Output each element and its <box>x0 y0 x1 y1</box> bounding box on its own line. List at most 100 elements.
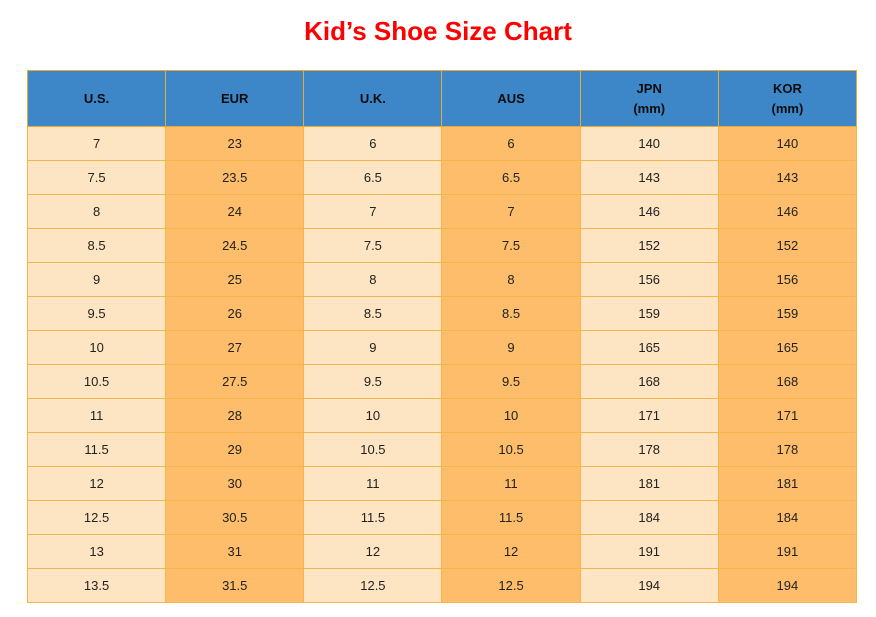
size-cell-uk: 9 <box>303 330 443 365</box>
size-cell-uk: 9.5 <box>303 364 443 399</box>
size-cell-kor: 159 <box>717 296 858 331</box>
size-cell-eur: 30.5 <box>165 500 305 535</box>
size-cell-aus: 7.5 <box>441 228 581 263</box>
size-cell-kor: 194 <box>717 568 858 603</box>
table-row: 11.5 29 10.5 10.5 178 178 <box>26 432 858 467</box>
size-cell-jpn: 143 <box>579 160 719 195</box>
size-cell-aus: 11 <box>441 466 581 501</box>
size-cell-us: 9.5 <box>26 296 167 331</box>
column-header-label: U.S. <box>83 90 110 106</box>
size-cell-kor: 178 <box>717 432 858 467</box>
size-cell-uk: 8 <box>303 262 443 297</box>
column-header-uk: U.K. <box>303 70 443 127</box>
chart-title: Kid’s Shoe Size Chart <box>304 16 572 46</box>
column-header-eur: EUR <box>165 70 305 127</box>
size-cell-us: 10.5 <box>26 364 167 399</box>
size-cell-us: 8 <box>26 194 167 229</box>
size-cell-kor: 152 <box>717 228 858 263</box>
size-cell-us: 7.5 <box>26 160 167 195</box>
size-cell-eur: 31 <box>165 534 305 569</box>
size-cell-uk: 7 <box>303 194 443 229</box>
size-cell-jpn: 152 <box>579 228 719 263</box>
size-chart-table: U.S. EUR U.K. AUS JPN (mm) KOR (mm) 7 23 6 6 140 140… <box>26 70 858 603</box>
size-cell-aus: 10 <box>441 398 581 433</box>
size-cell-eur: 24.5 <box>165 228 305 263</box>
column-header-jpn: JPN (mm) <box>579 70 719 127</box>
column-header-us: U.S. <box>26 70 167 127</box>
size-cell-jpn: 156 <box>579 262 719 297</box>
size-cell-aus: 7 <box>441 194 581 229</box>
table-row: 10 27 9 9 165 165 <box>26 330 858 365</box>
size-cell-jpn: 165 <box>579 330 719 365</box>
size-cell-us: 8.5 <box>26 228 167 263</box>
size-cell-jpn: 178 <box>579 432 719 467</box>
table-row: 12 30 11 11 181 181 <box>26 466 858 501</box>
column-header-label: U.K. <box>359 90 386 106</box>
column-header-kor: KOR (mm) <box>717 70 858 127</box>
size-cell-us: 7 <box>26 126 167 161</box>
size-cell-us: 11.5 <box>26 432 167 467</box>
size-cell-eur: 29 <box>165 432 305 467</box>
size-cell-eur: 24 <box>165 194 305 229</box>
size-cell-kor: 191 <box>717 534 858 569</box>
column-header-label: AUS <box>497 90 525 106</box>
column-header-label: EUR <box>221 90 249 106</box>
size-cell-kor: 143 <box>717 160 858 195</box>
table-row: 12.5 30.5 11.5 11.5 184 184 <box>26 500 858 535</box>
size-cell-uk: 8.5 <box>303 296 443 331</box>
size-cell-aus: 9.5 <box>441 364 581 399</box>
size-cell-aus: 9 <box>441 330 581 365</box>
size-cell-kor: 146 <box>717 194 858 229</box>
column-header-label: JPN <box>636 80 662 96</box>
size-cell-jpn: 184 <box>579 500 719 535</box>
size-cell-kor: 181 <box>717 466 858 501</box>
size-cell-jpn: 168 <box>579 364 719 399</box>
size-cell-uk: 7.5 <box>303 228 443 263</box>
size-cell-uk: 10 <box>303 398 443 433</box>
table-row: 7.5 23.5 6.5 6.5 143 143 <box>26 160 858 195</box>
size-cell-kor: 171 <box>717 398 858 433</box>
size-cell-eur: 26 <box>165 296 305 331</box>
table-body: 7 23 6 6 140 140 7.5 23.5 6.5 6.5 143 143 8 24 7 7 146 14… <box>26 126 858 603</box>
size-cell-uk: 6 <box>303 126 443 161</box>
column-header-unit: (mm) <box>771 100 804 116</box>
size-cell-us: 12.5 <box>26 500 167 535</box>
size-cell-us: 12 <box>26 466 167 501</box>
size-cell-eur: 23.5 <box>165 160 305 195</box>
column-header-unit: (mm) <box>633 100 666 116</box>
size-cell-jpn: 140 <box>579 126 719 161</box>
size-cell-eur: 25 <box>165 262 305 297</box>
size-cell-uk: 11.5 <box>303 500 443 535</box>
size-cell-eur: 30 <box>165 466 305 501</box>
size-cell-jpn: 181 <box>579 466 719 501</box>
size-cell-jpn: 146 <box>579 194 719 229</box>
size-cell-eur: 27.5 <box>165 364 305 399</box>
size-cell-uk: 12 <box>303 534 443 569</box>
size-cell-aus: 11.5 <box>441 500 581 535</box>
size-cell-eur: 23 <box>165 126 305 161</box>
column-header-aus: AUS <box>441 70 581 127</box>
size-cell-jpn: 171 <box>579 398 719 433</box>
size-cell-eur: 28 <box>165 398 305 433</box>
size-cell-aus: 8.5 <box>441 296 581 331</box>
size-cell-aus: 6.5 <box>441 160 581 195</box>
size-cell-uk: 10.5 <box>303 432 443 467</box>
size-cell-aus: 8 <box>441 262 581 297</box>
size-cell-us: 13.5 <box>26 568 167 603</box>
size-cell-us: 10 <box>26 330 167 365</box>
table-row: 9.5 26 8.5 8.5 159 159 <box>26 296 858 331</box>
table-row: 8 24 7 7 146 146 <box>26 194 858 229</box>
table-row: 10.5 27.5 9.5 9.5 168 168 <box>26 364 858 399</box>
size-cell-aus: 12.5 <box>441 568 581 603</box>
table-row: 7 23 6 6 140 140 <box>26 126 858 161</box>
size-cell-kor: 140 <box>717 126 858 161</box>
size-cell-aus: 6 <box>441 126 581 161</box>
size-cell-uk: 11 <box>303 466 443 501</box>
size-cell-jpn: 194 <box>579 568 719 603</box>
size-cell-us: 9 <box>26 262 167 297</box>
size-cell-jpn: 191 <box>579 534 719 569</box>
table-row: 13 31 12 12 191 191 <box>26 534 858 569</box>
size-cell-us: 13 <box>26 534 167 569</box>
size-cell-uk: 6.5 <box>303 160 443 195</box>
size-cell-kor: 168 <box>717 364 858 399</box>
